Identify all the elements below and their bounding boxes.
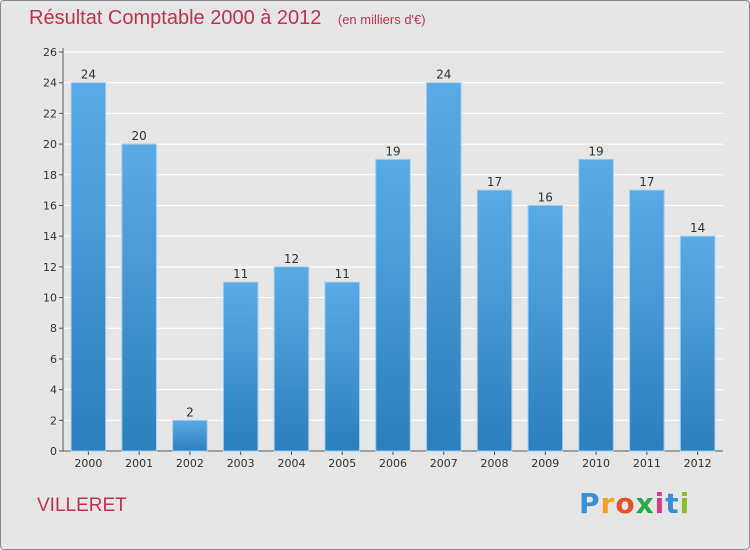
bar-2006 — [375, 158, 411, 452]
x-tick-label-2000: 2000 — [74, 457, 102, 470]
logo-letter: x — [635, 487, 655, 520]
y-tick-label: 24 — [43, 77, 57, 90]
x-tick-label-2003: 2003 — [227, 457, 255, 470]
data-label-2009: 16 — [538, 190, 553, 204]
chart-subtitle: (en milliers d'€) — [337, 12, 426, 27]
bars — [70, 82, 716, 452]
x-tick-label-2006: 2006 — [379, 457, 407, 470]
bar-2012 — [679, 235, 716, 452]
y-tick-label: 2 — [50, 414, 57, 427]
data-label-2008: 17 — [487, 175, 502, 189]
x-tick-label-2001: 2001 — [125, 457, 153, 470]
bar-2010 — [578, 158, 614, 452]
y-tick-label: 14 — [43, 230, 57, 243]
y-tick-label: 8 — [50, 322, 57, 335]
data-label-2010: 19 — [588, 144, 603, 158]
data-label-2003: 11 — [233, 267, 248, 281]
logo-letter: i — [654, 487, 666, 520]
data-label-2011: 17 — [639, 175, 654, 189]
logo-letter: i — [679, 487, 691, 520]
data-label-2005: 11 — [335, 267, 350, 281]
y-tick-label: 20 — [43, 138, 57, 151]
logo-letter: t — [665, 487, 680, 520]
y-tick-label: 16 — [43, 199, 57, 212]
bar-2004 — [273, 266, 310, 452]
data-label-2007: 24 — [436, 68, 451, 82]
data-label-2004: 12 — [284, 252, 299, 266]
data-label-2000: 24 — [81, 68, 96, 82]
x-tick-label-2004: 2004 — [277, 457, 305, 470]
bar-2007 — [426, 82, 462, 452]
commune-name: VILLERET — [37, 495, 127, 516]
data-label-2012: 14 — [690, 221, 705, 235]
x-tick-label-2012: 2012 — [684, 457, 712, 470]
bar-2005 — [324, 281, 360, 452]
bar-2000 — [70, 82, 107, 452]
x-tick-label-2008: 2008 — [481, 457, 509, 470]
x-tick-label-2009: 2009 — [531, 457, 559, 470]
x-tick-label-2002: 2002 — [176, 457, 204, 470]
y-tick-label: 4 — [50, 384, 57, 397]
x-tick-label-2007: 2007 — [430, 457, 458, 470]
y-tick-label: 6 — [50, 353, 57, 366]
x-tick-label-2010: 2010 — [582, 457, 610, 470]
bar-2003 — [222, 281, 259, 452]
logo-letter: r — [600, 487, 616, 520]
proxiti-logo[interactable]: Proxiti — [579, 487, 690, 520]
chart-title-block: Résultat Comptable 2000 à 2012 (en milli… — [29, 7, 426, 30]
bar-2001 — [121, 143, 157, 452]
data-label-2001: 20 — [132, 129, 147, 143]
logo-letter: P — [579, 487, 601, 520]
y-tick-label: 0 — [50, 445, 57, 458]
bar-2011 — [629, 189, 665, 452]
y-tick-label: 10 — [43, 292, 57, 305]
x-tick-label-2005: 2005 — [328, 457, 356, 470]
bar-2008 — [476, 189, 513, 452]
logo-letter: o — [615, 487, 636, 520]
data-labels: 24 20 2 11 12 11 19 24 17 16 19 17 14 — [81, 68, 706, 420]
y-tick-label: 22 — [43, 107, 57, 120]
y-tick-label: 26 — [43, 46, 57, 59]
bar-2002 — [172, 419, 208, 452]
bar-2009 — [527, 204, 564, 452]
data-label-2006: 19 — [385, 144, 400, 158]
x-tick-label-2011: 2011 — [633, 457, 661, 470]
y-tick-label: 12 — [43, 261, 57, 274]
chart-title: Résultat Comptable 2000 à 2012 — [29, 7, 322, 29]
data-label-2002: 2 — [186, 405, 194, 419]
y-tick-label: 18 — [43, 169, 57, 182]
